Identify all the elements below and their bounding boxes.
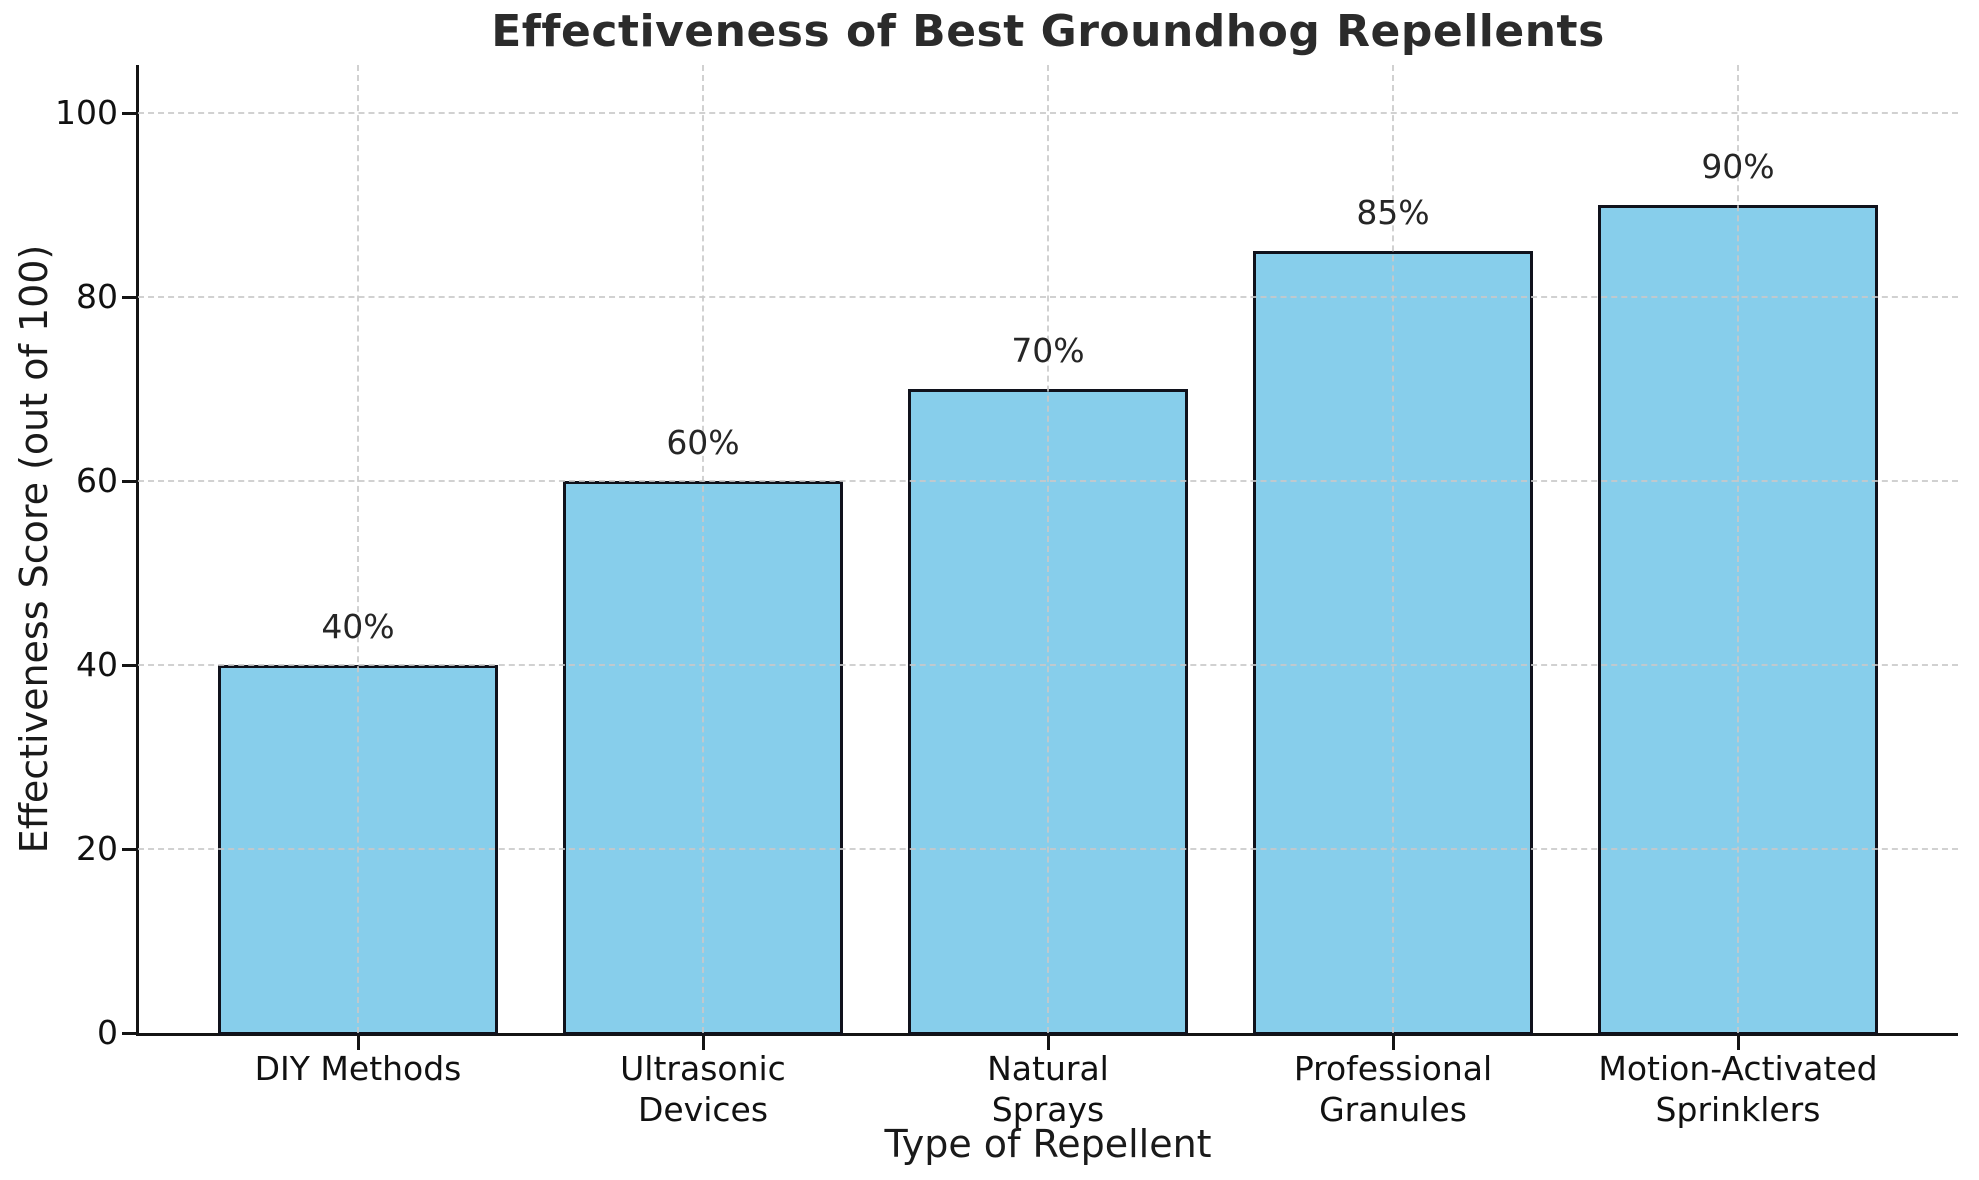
y-tick (122, 1032, 136, 1035)
y-tick-label: 100 (55, 93, 118, 132)
y-tick (122, 664, 136, 667)
x-tick-label: DIY Methods (254, 1049, 462, 1088)
x-gridline (1737, 65, 1739, 1033)
x-gridline (1047, 65, 1049, 1033)
y-tick (122, 296, 136, 299)
x-tick-label: Professional Granules (1293, 1049, 1493, 1129)
y-axis-label: Effectiveness Score (out of 100) (12, 244, 56, 854)
x-gridline (357, 65, 359, 1033)
y-tick-label: 60 (76, 461, 118, 500)
y-tick-label: 20 (76, 829, 118, 868)
x-tick (702, 1036, 705, 1050)
y-tick-label: 0 (97, 1013, 118, 1052)
chart-title: Effectiveness of Best Groundhog Repellen… (491, 6, 1605, 57)
y-tick (122, 480, 136, 483)
y-tick-label: 40 (76, 645, 118, 684)
x-tick-label: Natural Sprays (987, 1049, 1109, 1129)
bar-value-label: 90% (1701, 147, 1775, 186)
x-tick-label: Motion-Activated Sprinklers (1598, 1049, 1878, 1129)
bar-value-label: 60% (666, 423, 740, 462)
y-tick (122, 848, 136, 851)
bar-value-label: 85% (1356, 193, 1430, 232)
y-axis-spine (136, 65, 139, 1036)
bar-value-label: 70% (1011, 331, 1085, 370)
y-tick (122, 112, 136, 115)
bar-value-label: 40% (321, 607, 395, 646)
x-tick (357, 1036, 360, 1050)
x-axis-label: Type of Repellent (884, 1122, 1212, 1166)
x-gridline (702, 65, 704, 1033)
x-tick (1047, 1036, 1050, 1050)
y-tick-label: 80 (76, 277, 118, 316)
x-tick (1392, 1036, 1395, 1050)
x-gridline (1392, 65, 1394, 1033)
x-tick (1737, 1036, 1740, 1050)
x-tick-label: Ultrasonic Devices (620, 1049, 786, 1129)
